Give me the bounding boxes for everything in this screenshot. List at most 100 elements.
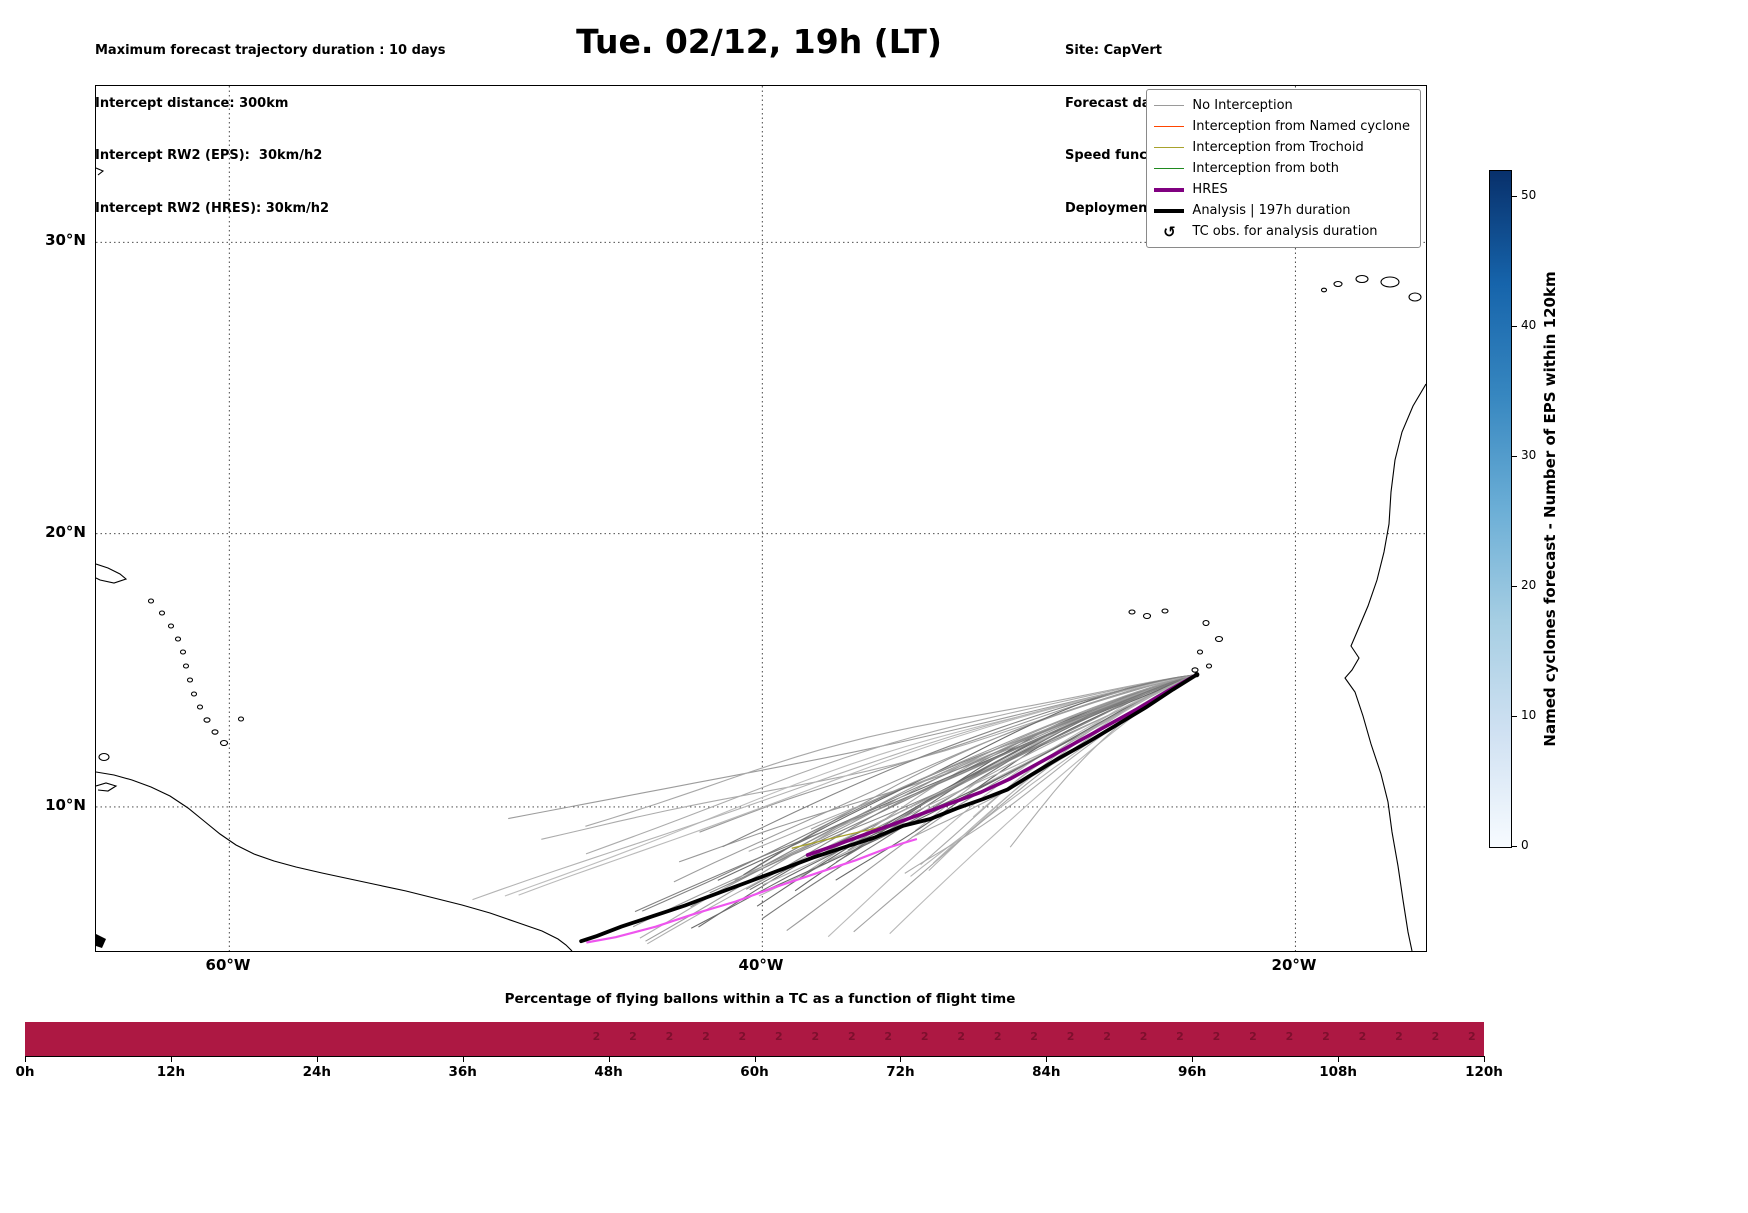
tc-percentage-bar <box>25 1022 1484 1056</box>
legend-line-sample <box>1154 147 1185 148</box>
colorbar-tick-label: 40 <box>1521 318 1537 332</box>
analysis-track <box>579 672 1199 944</box>
map-legend: No Interception Interception from Named c… <box>1146 89 1421 248</box>
eps-trajectory <box>472 674 1197 901</box>
trajectory-map: No Interception Interception from Named c… <box>95 85 1427 952</box>
bar-value-label: 2 <box>957 1030 966 1043</box>
island-coastline <box>98 752 110 762</box>
colorbar-tick-label: 30 <box>1521 448 1537 462</box>
island-coastline <box>211 729 219 735</box>
legend-item-label: No Interception <box>1192 98 1293 113</box>
coastline <box>1344 383 1426 951</box>
island-coastline <box>186 677 194 683</box>
colorbar-tick <box>1512 456 1517 457</box>
eps-trajectory <box>632 674 1197 928</box>
lat-tick-label: 30°N <box>45 231 86 249</box>
eps-trajectory <box>932 674 1197 864</box>
legend-item: Interception from Trochoid <box>1154 137 1410 158</box>
info-line-site: Site: CapVert <box>1065 43 1162 58</box>
eps-trajectory <box>722 674 1197 848</box>
hres-track <box>805 672 1199 857</box>
bar-value-label: 2 <box>920 1030 929 1043</box>
legend-item-label: Interception from Named cyclone <box>1192 119 1410 134</box>
bar-value-label: 2 <box>1431 1030 1440 1043</box>
island-coastline <box>147 598 155 604</box>
lon-tick-label: 40°W <box>738 956 784 974</box>
coastline <box>96 782 118 792</box>
x-axis-tick <box>1046 1057 1048 1062</box>
x-axis-tick <box>462 1057 464 1062</box>
lat-tick-label: 10°N <box>45 796 86 814</box>
highlighted-eps-track <box>586 837 918 944</box>
island-coastline <box>1202 619 1210 627</box>
island-coastline <box>1128 609 1136 615</box>
coastline <box>96 167 105 176</box>
island-coastline <box>1333 280 1343 288</box>
bar-value-label: 2 <box>592 1030 601 1043</box>
lon-tick-label: 20°W <box>1271 956 1317 974</box>
colorbar-tick <box>1512 716 1517 717</box>
config-line-rw2-eps: Intercept RW2 (EPS): 30km/h2 <box>95 148 323 163</box>
bar-value-label: 2 <box>811 1030 820 1043</box>
bar-value-label: 2 <box>1322 1030 1330 1043</box>
legend-line-sample <box>1154 105 1185 106</box>
eps-trajectory <box>745 674 1197 890</box>
tc-obs-icon: ↺ <box>1163 222 1176 241</box>
bar-value-label: 2 <box>1467 1030 1476 1043</box>
eps-trajectory <box>541 674 1197 840</box>
island-coastline <box>203 717 211 723</box>
island-coastline <box>219 739 229 747</box>
x-axis-tick <box>25 1057 26 1062</box>
bar-value-label: 2 <box>993 1030 1002 1043</box>
config-line-distance: Intercept distance: 300km <box>95 95 289 111</box>
x-axis-tick-label: 48h <box>594 1064 623 1080</box>
legend-item: HRES <box>1154 179 1410 200</box>
island-coastline <box>1214 635 1224 643</box>
x-axis-tick-label: 60h <box>740 1064 769 1080</box>
bar-x-axis <box>25 1056 1485 1057</box>
legend-item: No Interception <box>1154 95 1410 116</box>
colorbar-tick-label: 50 <box>1521 188 1537 202</box>
legend-line-sample <box>1154 126 1185 127</box>
island-coastline <box>182 663 190 669</box>
eps-trajectory <box>585 674 1197 827</box>
island-coastline <box>237 716 245 722</box>
eps-trajectory <box>673 674 1197 883</box>
x-axis-tick <box>316 1057 318 1062</box>
legend-line-sample <box>1154 168 1185 169</box>
island-coastline <box>190 691 198 697</box>
bar-value-label: 2 <box>1249 1030 1257 1043</box>
island-coastline <box>1408 292 1422 302</box>
bar-value-label: 2 <box>1103 1030 1111 1043</box>
x-axis-tick-label: 72h <box>886 1064 915 1080</box>
figure-title: Tue. 02/12, 19h (LT) <box>576 22 942 61</box>
island-coastline <box>1161 608 1169 614</box>
bar-value-label: 2 <box>665 1030 674 1043</box>
deployment-site-marker <box>1194 672 1200 678</box>
bar-value-label: 2 <box>1030 1030 1038 1043</box>
eps-trajectory <box>1009 674 1197 848</box>
eps-trajectory <box>699 674 1197 833</box>
legend-item-label: Interception from both <box>1192 161 1340 176</box>
island-coastline <box>1355 274 1369 284</box>
legend-line-sample <box>1154 187 1185 192</box>
colorbar <box>1489 170 1512 848</box>
colorbar-label: Named cyclones forecast - Number of EPS … <box>1541 271 1559 747</box>
colorbar-tick <box>1512 196 1517 197</box>
bar-value-label: 2 <box>738 1030 747 1043</box>
bar-value-label: 2 <box>629 1030 637 1043</box>
eps-trajectory <box>690 674 1197 929</box>
x-axis-tick <box>1484 1057 1485 1062</box>
eps-trajectory <box>678 674 1197 863</box>
colorbar-tick <box>1512 846 1517 847</box>
bar-value-label: 2 <box>1395 1030 1403 1043</box>
x-axis-tick-label: 120h <box>1465 1064 1503 1080</box>
legend-item: Analysis | 197h duration <box>1154 200 1410 221</box>
bar-chart-title: Percentage of flying ballons within a TC… <box>504 991 1016 1007</box>
x-axis-tick-label: 24h <box>302 1064 331 1080</box>
island-coastline <box>1205 663 1213 669</box>
legend-item: ↺ TC obs. for analysis duration <box>1154 221 1410 242</box>
colorbar-tick <box>1512 326 1517 327</box>
island-coastline <box>167 623 175 629</box>
